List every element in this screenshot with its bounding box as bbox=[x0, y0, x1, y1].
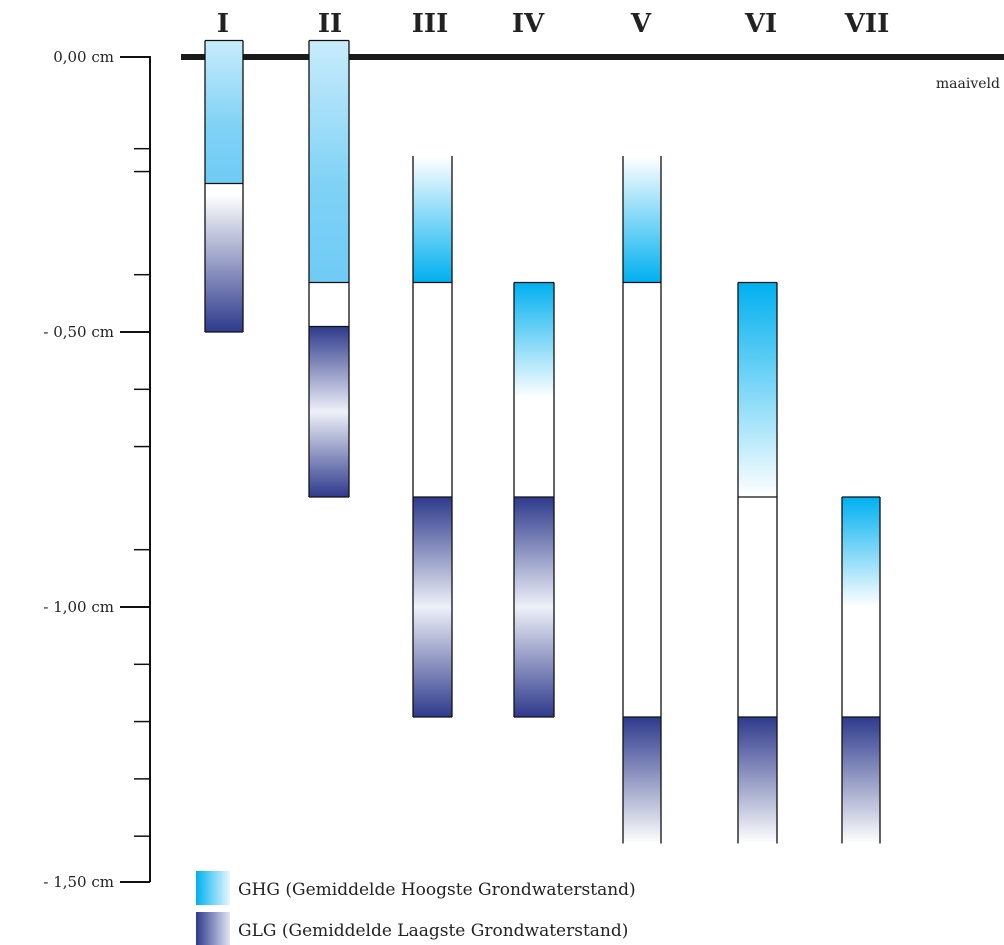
column-label: V bbox=[630, 9, 652, 39]
column-iv: IV bbox=[512, 9, 555, 718]
glg-band bbox=[738, 717, 777, 844]
tick-label: - 1,00 cm bbox=[43, 598, 114, 616]
ghg-band bbox=[514, 282, 554, 398]
columns: I II III IV V VI VII bbox=[204, 9, 890, 844]
ghg-band bbox=[842, 497, 880, 607]
column-label: VI bbox=[744, 9, 777, 39]
column-ii: II bbox=[308, 9, 350, 498]
column-label: II bbox=[318, 9, 342, 39]
column-v: V bbox=[622, 9, 662, 844]
ground-surface-line bbox=[181, 54, 1004, 60]
column-label: IV bbox=[512, 9, 545, 39]
glg-band bbox=[205, 194, 243, 332]
glg-band bbox=[623, 717, 661, 844]
column-i: I bbox=[204, 9, 244, 333]
legend-glg-text: GLG (Gemiddelde Laagste Grondwaterstand) bbox=[238, 921, 628, 941]
legend-ghg-swatch bbox=[196, 871, 230, 905]
surface-label: maaiveld bbox=[936, 76, 1000, 92]
legend-ghg-desc: (Gemiddelde Hoogste Grondwaterstand) bbox=[285, 880, 635, 900]
legend-ghg-abbr: GHG bbox=[238, 880, 280, 900]
depth-ticks: 0,00 cm - 0,50 cm - 1,00 cm - 1,50 cm bbox=[43, 48, 150, 891]
column-iii: III bbox=[412, 9, 453, 718]
ghg-band bbox=[413, 156, 452, 283]
legend-glg-swatch bbox=[196, 912, 230, 945]
ghg-band bbox=[623, 156, 661, 283]
ghg-band bbox=[309, 40, 349, 283]
column-vi: VI bbox=[737, 9, 778, 844]
legend-ghg-text: GHG (Gemiddelde Hoogste Grondwaterstand) bbox=[238, 880, 636, 900]
legend: GHG (Gemiddelde Hoogste Grondwaterstand)… bbox=[196, 871, 636, 945]
column-label: III bbox=[412, 9, 449, 39]
ghg-band bbox=[738, 282, 777, 497]
column-label: VII bbox=[844, 9, 890, 39]
ghg-band bbox=[205, 40, 243, 184]
glg-band bbox=[842, 717, 880, 844]
legend-glg-abbr: GLG bbox=[238, 921, 276, 941]
tick-label: - 0,50 cm bbox=[43, 323, 114, 341]
legend-glg-desc: (Gemiddelde Laagste Grondwaterstand) bbox=[282, 921, 629, 941]
column-label: I bbox=[217, 9, 229, 39]
glg-band bbox=[514, 497, 554, 717]
tick-label: 0,00 cm bbox=[53, 48, 114, 66]
tick-label: - 1,50 cm bbox=[43, 873, 114, 891]
glg-band bbox=[413, 497, 452, 717]
glg-band bbox=[309, 326, 349, 497]
column-vii: VII bbox=[841, 9, 890, 844]
